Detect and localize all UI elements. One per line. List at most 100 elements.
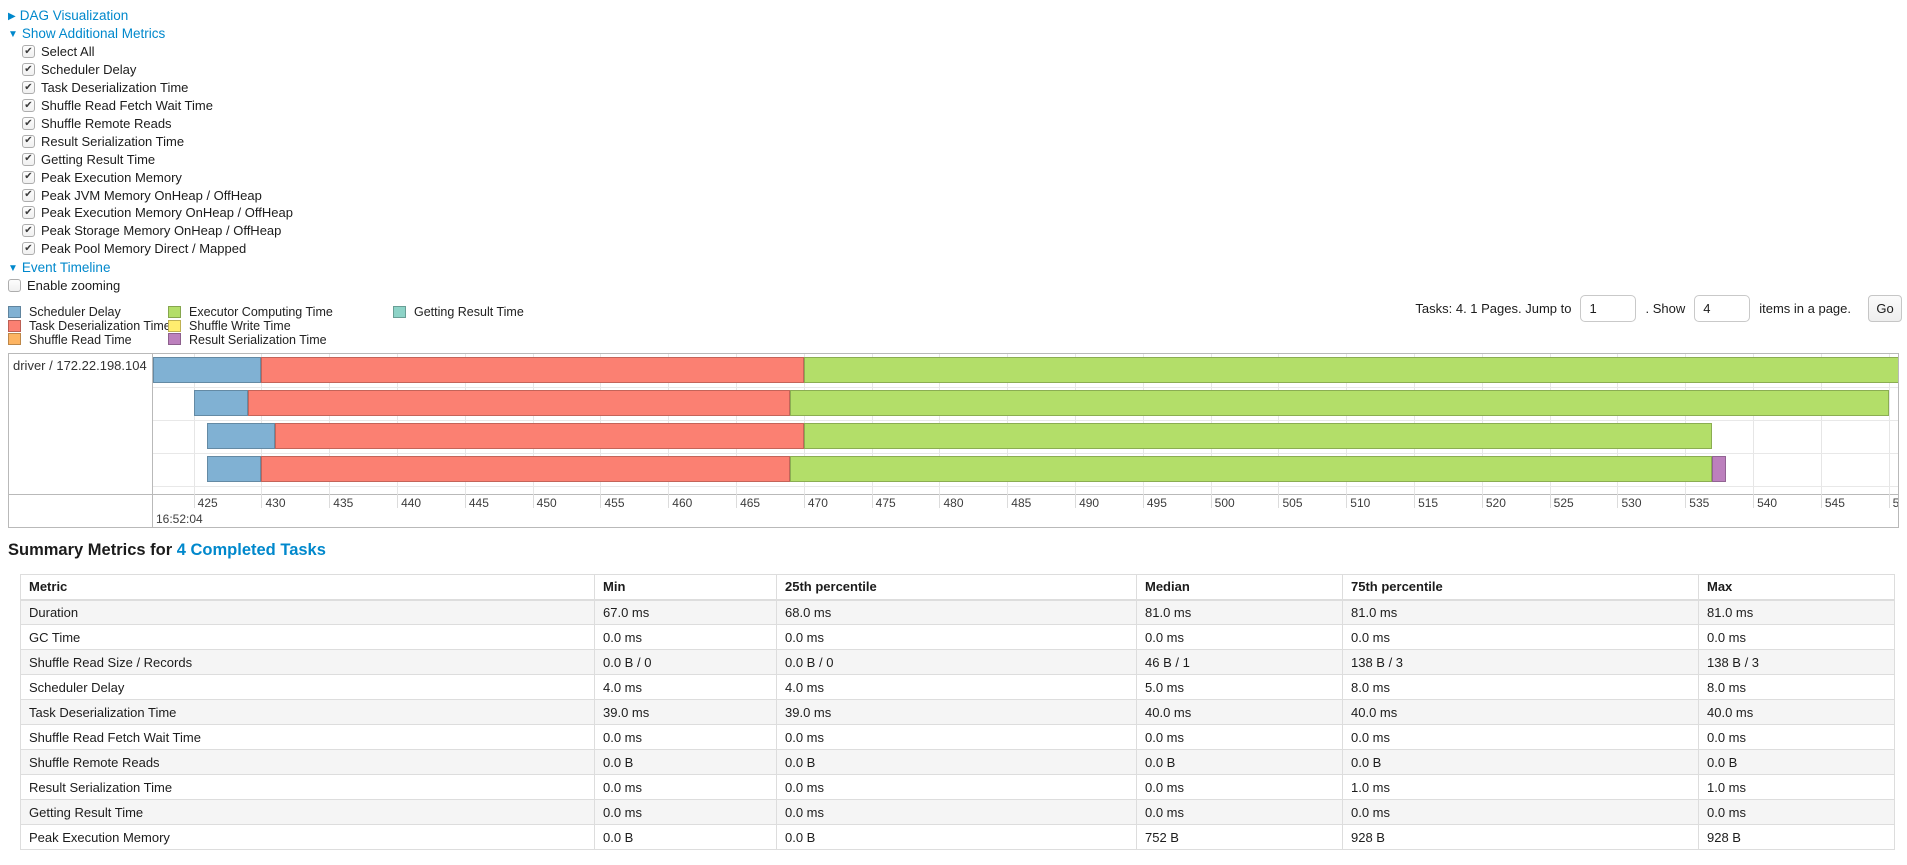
timeline-task-segment[interactable]	[1712, 456, 1726, 482]
timeline-axis-tick	[1481, 494, 1483, 508]
timeline-axis-tick-label: 545	[1824, 496, 1845, 510]
timeline-axis-tick	[532, 494, 534, 508]
metric-checkbox[interactable]	[22, 152, 35, 166]
items-per-page-input[interactable]	[1694, 295, 1751, 322]
metric-value-cell: 0.0 B	[594, 749, 777, 775]
timeline-axis-tick	[1753, 494, 1755, 508]
show-text: . Show	[1645, 301, 1686, 316]
metric-checkbox[interactable]	[22, 242, 35, 256]
metric-value-cell: 0.0 ms	[1698, 799, 1895, 825]
timeline-task-segment[interactable]	[261, 357, 804, 383]
collapsed-arrow-icon: ▶	[8, 11, 16, 22]
metric-checkbox-label: Shuffle Remote Reads	[41, 116, 172, 131]
timeline-task-segment[interactable]	[207, 456, 262, 482]
timeline-axis-tick-label: 480	[943, 496, 964, 510]
dag-visualization-label: DAG Visualization	[19, 8, 129, 23]
metric-checkbox[interactable]	[22, 99, 35, 113]
timeline-axis-tick	[1685, 494, 1687, 508]
jump-to-page-input[interactable]	[1580, 295, 1637, 322]
timeline-task-segment[interactable]	[275, 423, 804, 449]
metric-value-cell: 0.0 B	[776, 749, 1137, 775]
timeline-axis-tick	[329, 494, 331, 508]
metric-value-cell: 46 B / 1	[1136, 649, 1343, 675]
timeline-task-segment[interactable]	[790, 456, 1713, 482]
metric-value-cell: 1.0 ms	[1342, 774, 1699, 800]
timeline-task-segment[interactable]	[803, 357, 1898, 383]
timeline-task-segment[interactable]	[790, 390, 1889, 416]
metric-checkbox[interactable]	[22, 81, 35, 95]
timeline-axis-tick	[600, 494, 602, 508]
table-row: Result Serialization Time 0.0 ms 0.0 ms 0.0…	[20, 774, 1895, 800]
metric-value-cell: 0.0 B	[776, 824, 1137, 850]
legend-color-swatch	[8, 333, 21, 346]
table-row: Shuffle Read Size / Records 0.0 B / 0 0.0 …	[20, 649, 1895, 675]
timeline-task-segment[interactable]	[261, 456, 791, 482]
metric-checkbox[interactable]	[22, 63, 35, 77]
timeline-task-segment[interactable]	[153, 357, 262, 383]
metric-value-cell: 39.0 ms	[776, 699, 1137, 725]
go-button[interactable]: Go	[1868, 295, 1902, 322]
metric-checkbox-label: Peak Pool Memory Direct / Mapped	[41, 241, 247, 257]
timeline-axis-tick-label: 505	[1282, 496, 1303, 510]
metric-value-cell: 0.0 ms	[1136, 724, 1343, 750]
table-row: Peak Execution Memory 0.0 B 0.0 B 752 B 928 …	[20, 824, 1895, 850]
table-header-cell: Metric	[20, 574, 595, 601]
timeline-axis-tick-label: 500	[1214, 496, 1235, 510]
legend-column: Getting Result Time	[393, 305, 524, 319]
timeline-axis-tick-label: 465	[740, 496, 761, 510]
metric-checkbox-row: Peak JVM Memory OnHeap / OffHeap	[22, 186, 293, 204]
timeline-axis-tick	[803, 494, 805, 508]
metric-value-cell: 138 B / 3	[1342, 649, 1699, 675]
enable-zooming-checkbox[interactable]	[8, 279, 21, 292]
metric-value-cell: 0.0 B	[594, 824, 777, 850]
timeline-gridline	[193, 354, 195, 494]
metric-checkbox[interactable]	[22, 188, 35, 202]
metric-checkbox[interactable]	[22, 206, 35, 220]
completed-tasks-link[interactable]: 4 Completed Tasks	[176, 541, 326, 559]
items-in-page-text: items in a page.	[1759, 301, 1851, 316]
timeline-task-segment[interactable]	[247, 390, 791, 416]
metric-value-cell: 0.0 ms	[1342, 624, 1699, 650]
metric-checkbox[interactable]	[22, 45, 35, 59]
metric-value-cell: 0.0 ms	[594, 799, 777, 825]
table-row: Scheduler Delay 4.0 ms 4.0 ms 5.0 ms 8.0 ms 8…	[20, 674, 1895, 700]
metric-checkbox-label: Peak Storage Memory OnHeap / OffHeap	[41, 223, 282, 239]
timeline-label-divider	[152, 354, 153, 527]
timeline-axis-line	[9, 494, 1898, 495]
timeline-axis-tick-label: 520	[1485, 496, 1506, 510]
metric-value-cell: 0.0 ms	[594, 624, 777, 650]
metric-value-cell: 0.0 ms	[1698, 724, 1895, 750]
timeline-task-segment[interactable]	[193, 390, 248, 416]
timeline-task-segment[interactable]	[207, 423, 276, 449]
event-timeline-toggle[interactable]: ▼ Event Timeline	[8, 260, 110, 275]
metric-value-cell: 40.0 ms	[1136, 699, 1343, 725]
metric-checkbox-row: Scheduler Delay	[22, 61, 293, 79]
task-pagination: Tasks: 4. 1 Pages. Jump to . Show items …	[1415, 294, 1902, 323]
metric-value-cell: 5.0 ms	[1136, 674, 1343, 700]
metric-value-cell: 39.0 ms	[594, 699, 777, 725]
show-additional-metrics-toggle[interactable]: ▼ Show Additional Metrics	[8, 26, 165, 41]
metric-value-cell: 0.0 ms	[776, 724, 1137, 750]
legend-color-swatch	[168, 305, 181, 318]
timeline-task-segment[interactable]	[803, 423, 1713, 449]
metric-name-cell: GC Time	[20, 624, 595, 650]
metric-checkbox[interactable]	[22, 134, 35, 148]
enable-zooming-label: Enable zooming	[27, 278, 121, 293]
metric-checkbox[interactable]	[22, 224, 35, 238]
legend-item: Getting Result Time	[393, 305, 524, 319]
dag-visualization-toggle[interactable]: ▶ DAG Visualization	[8, 8, 128, 23]
table-row: GC Time 0.0 ms 0.0 ms 0.0 ms 0.0 ms 0.0 ms	[20, 624, 1895, 650]
metric-checkbox[interactable]	[22, 117, 35, 130]
metric-checkbox[interactable]	[22, 170, 35, 184]
metric-checkbox-row: Shuffle Read Fetch Wait Time	[22, 97, 293, 115]
tasks-count-text: Tasks: 4. 1 Pages. Jump to	[1415, 301, 1572, 316]
metric-value-cell: 1.0 ms	[1698, 774, 1895, 800]
timeline-axis-tick-label: 430	[265, 496, 286, 510]
metric-value-cell: 0.0 B	[1136, 749, 1343, 775]
metric-value-cell: 928 B	[1342, 824, 1699, 850]
timeline-axis-tick	[193, 494, 195, 508]
timeline-axis-tick	[464, 494, 466, 508]
metric-checkbox-row: Peak Execution Memory OnHeap / OffHeap	[22, 204, 293, 222]
timeline-axis-tick-label: 445	[468, 496, 489, 510]
